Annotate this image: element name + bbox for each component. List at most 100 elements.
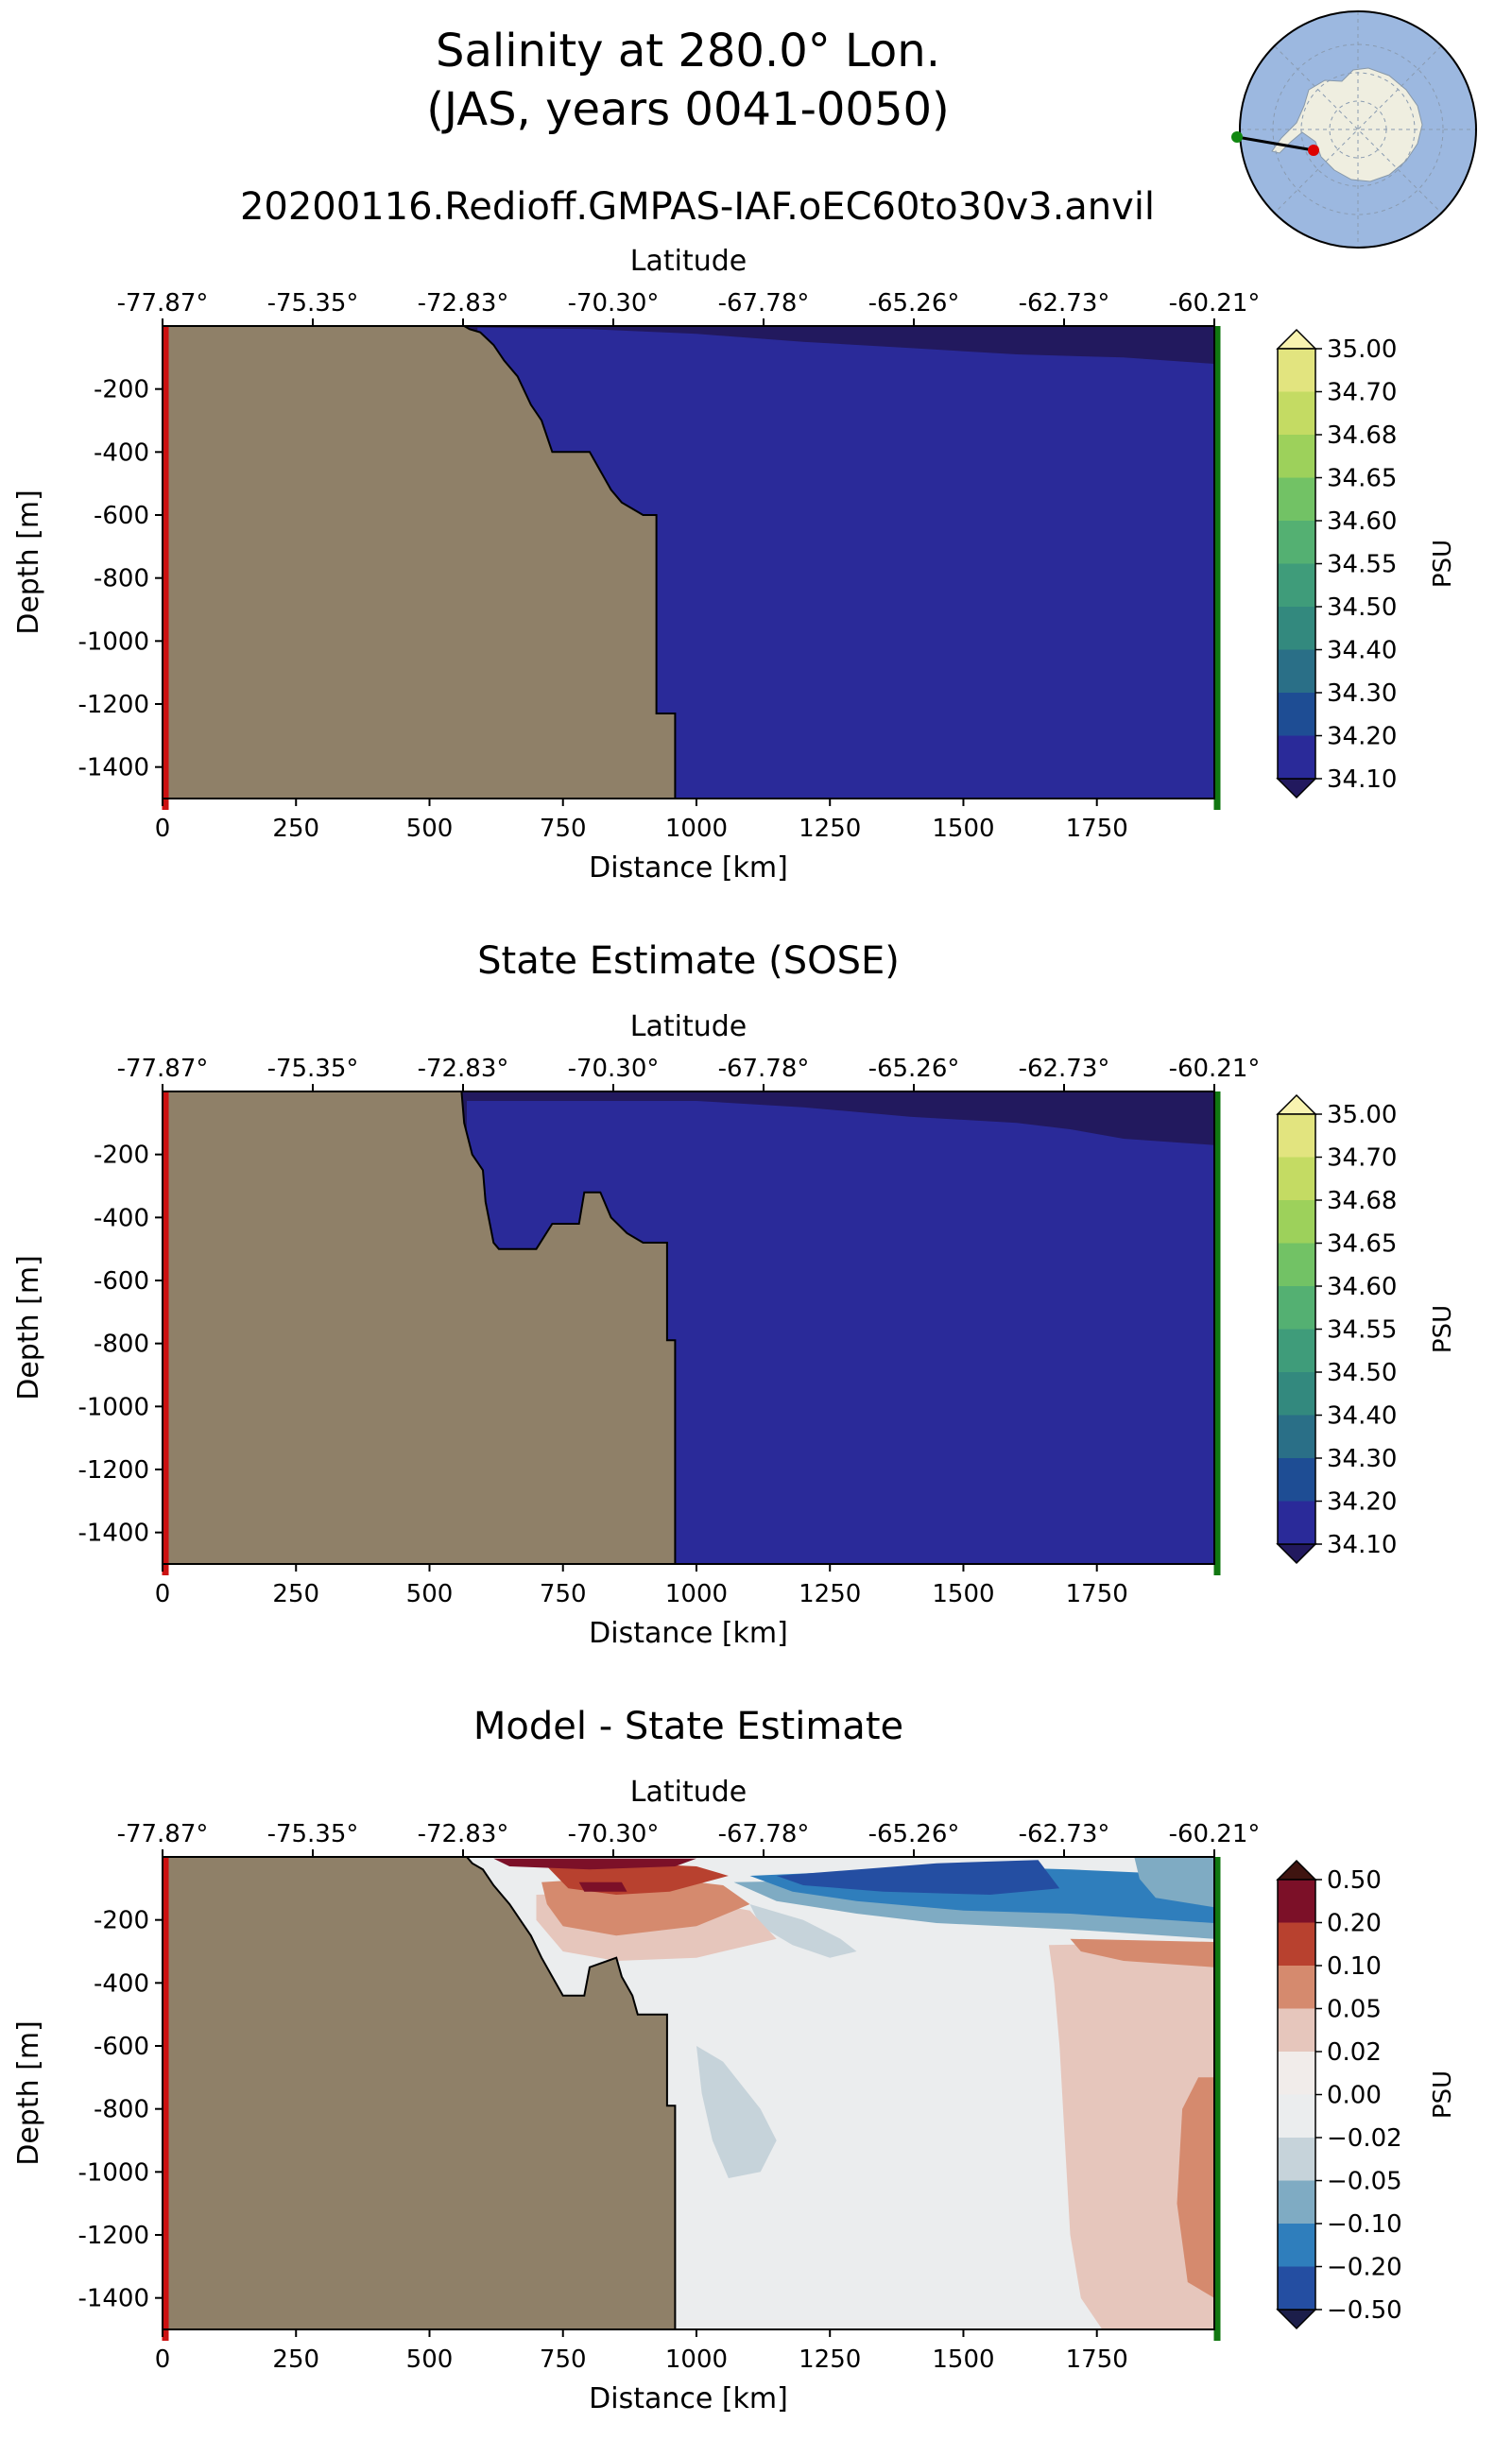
lat-tick-label-5: -65.26° bbox=[868, 1055, 960, 1083]
difference-patch-13 bbox=[1134, 1857, 1214, 1908]
x-tick-label-5: 1250 bbox=[799, 1580, 861, 1608]
x-tick-label-4: 1000 bbox=[665, 2345, 728, 2374]
lat-tick-label-7: -60.21° bbox=[1169, 1055, 1261, 1083]
land-bathymetry bbox=[163, 1091, 677, 1564]
lat-tick-label-6: -62.73° bbox=[1019, 1820, 1110, 1848]
colorbar: 35.00 34.70 34.68 34.65 34.60 34.55 34.50 34.40… bbox=[1276, 328, 1457, 799]
plot-area bbox=[163, 1091, 1214, 1564]
difference-patch-0 bbox=[1048, 1942, 1214, 2329]
y-axis-label: Depth [m] bbox=[12, 490, 45, 635]
figure-title-line1: Salinity at 280.0° Lon. bbox=[436, 25, 940, 77]
colorbar-level-9: 34.20 bbox=[1327, 1488, 1397, 1517]
lat-tick-label-1: -75.35° bbox=[267, 289, 359, 318]
colorbar-label: PSU bbox=[1429, 2070, 1457, 2119]
colorbar-swatch-0 bbox=[1278, 349, 1315, 392]
antarctica-landmass bbox=[1271, 67, 1423, 182]
salinity-band-9 bbox=[477, 327, 1214, 799]
difference-patch-1 bbox=[1070, 1938, 1214, 1967]
panel-model: 0 250 500 750 1000 1250 1500 1750 Distance [km] -… bbox=[12, 245, 1457, 885]
colorbar-extend-high bbox=[1276, 328, 1317, 350]
plot-area bbox=[163, 1857, 1214, 2329]
x-tick-label-2: 500 bbox=[406, 2345, 454, 2374]
colorbar-level-7: −0.05 bbox=[1327, 2168, 1402, 2196]
x-tick-label-5: 1250 bbox=[799, 815, 861, 843]
colorbar-level-5: 0.00 bbox=[1327, 2082, 1382, 2110]
colorbar-swatch-7 bbox=[1278, 649, 1315, 694]
y-tick-label-0: -200 bbox=[94, 376, 149, 404]
x-axis-label: Distance [km] bbox=[589, 1617, 788, 1650]
colorbar-swatch-3 bbox=[1278, 477, 1315, 522]
x-tick-label-3: 750 bbox=[540, 815, 587, 843]
y-tick-label-1: -400 bbox=[94, 438, 149, 467]
colorbar-level-9: −0.20 bbox=[1327, 2254, 1402, 2282]
colorbar-swatch-3 bbox=[1278, 2008, 1315, 2053]
y-tick-label-1: -400 bbox=[94, 1969, 149, 1998]
colorbar-level-8: 34.30 bbox=[1327, 679, 1397, 708]
colorbar-level-4: 0.02 bbox=[1327, 2038, 1382, 2067]
colorbar-swatch-7 bbox=[1278, 2180, 1315, 2225]
y-tick-label-0: -200 bbox=[94, 1907, 149, 1935]
colorbar-level-2: 0.10 bbox=[1327, 1952, 1382, 1981]
colorbar-swatch-8 bbox=[1278, 1458, 1315, 1502]
lat-tick-label-3: -70.30° bbox=[568, 1055, 660, 1083]
lat-tick-label-3: -70.30° bbox=[568, 1820, 660, 1848]
y-tick-label-2: -600 bbox=[94, 1267, 149, 1296]
panel-title: Model - State Estimate bbox=[473, 1705, 903, 1748]
colorbar-level-7: 34.40 bbox=[1327, 637, 1397, 665]
lat-tick-label-4: -67.78° bbox=[718, 1055, 810, 1083]
y-tick-label-3: -800 bbox=[94, 1331, 149, 1359]
panel-title: State Estimate (SOSE) bbox=[477, 939, 900, 983]
lat-tick-label-0: -77.87° bbox=[117, 289, 209, 318]
colorbar-swatch-9 bbox=[1278, 735, 1315, 780]
y-tick-label-3: -800 bbox=[94, 2096, 149, 2124]
colorbar-swatch-4 bbox=[1278, 2052, 1315, 2095]
lat-tick-label-5: -65.26° bbox=[868, 1820, 960, 1848]
lat-tick-label-2: -72.83° bbox=[418, 289, 509, 318]
lat-tick-label-3: -70.30° bbox=[568, 289, 660, 318]
colorbar-level-6: −0.02 bbox=[1327, 2124, 1402, 2153]
colorbar-level-3: 34.65 bbox=[1327, 465, 1397, 493]
land-bathymetry bbox=[163, 326, 677, 799]
plot-area bbox=[163, 326, 1214, 799]
plot-frame bbox=[162, 1856, 1215, 2330]
lat-tick-label-2: -72.83° bbox=[418, 1055, 509, 1083]
x-tick-label-0: 0 bbox=[155, 1580, 171, 1608]
lat-tick-label-7: -60.21° bbox=[1169, 289, 1261, 318]
y-tick-label-6: -1400 bbox=[77, 754, 149, 782]
x-tick-label-1: 250 bbox=[272, 2345, 319, 2374]
colorbar-level-4: 34.60 bbox=[1327, 1273, 1397, 1301]
colorbar-level-4: 34.60 bbox=[1327, 507, 1397, 536]
y-tick-label-4: -1000 bbox=[77, 1393, 149, 1421]
y-tick-label-4: -1000 bbox=[77, 2158, 149, 2187]
colorbar-extend-low bbox=[1276, 1543, 1317, 1565]
colorbar-swatch-6 bbox=[1278, 607, 1315, 650]
x-tick-label-7: 1750 bbox=[1066, 2345, 1128, 2374]
difference-patch-9 bbox=[493, 1858, 696, 1870]
y-tick-label-6: -1400 bbox=[77, 2285, 149, 2313]
colorbar-swatch-1 bbox=[1278, 391, 1315, 436]
colorbar-level-0: 35.00 bbox=[1327, 1101, 1397, 1129]
y-tick-label-5: -1200 bbox=[77, 1456, 149, 1485]
colorbar-swatch-1 bbox=[1278, 1157, 1315, 1201]
colorbar-swatch-2 bbox=[1278, 1966, 1315, 2009]
lat-tick-label-4: -67.78° bbox=[718, 1820, 810, 1848]
colorbar-level-6: 34.50 bbox=[1327, 1359, 1397, 1387]
lat-tick-label-0: -77.87° bbox=[117, 1055, 209, 1083]
colorbar: 0.50 0.20 0.10 0.05 0.02 0.00 −0.02 −0.05 −0.10 −… bbox=[1276, 1859, 1457, 2330]
lat-tick-label-1: -75.35° bbox=[267, 1820, 359, 1848]
panel-difference: Model - State Estimate 0 250 500 750 1000 1250… bbox=[12, 1705, 1457, 2415]
colorbar-swatch-5 bbox=[1278, 563, 1315, 608]
x-tick-label-0: 0 bbox=[155, 2345, 171, 2374]
colorbar-level-1: 34.70 bbox=[1327, 1144, 1397, 1173]
transect-line bbox=[1236, 135, 1314, 152]
colorbar-level-1: 0.20 bbox=[1327, 1910, 1382, 1938]
colorbar-level-3: 0.05 bbox=[1327, 1996, 1382, 2024]
x-tick-label-5: 1250 bbox=[799, 2345, 861, 2374]
colorbar-extend-high bbox=[1276, 1093, 1317, 1115]
colorbar-level-8: 34.30 bbox=[1327, 1445, 1397, 1473]
y-tick-label-2: -600 bbox=[94, 2033, 149, 2061]
x-tick-label-6: 1500 bbox=[932, 1580, 994, 1608]
y-axis-label: Depth [m] bbox=[12, 2020, 45, 2166]
x-axis-label: Distance [km] bbox=[589, 2382, 788, 2415]
